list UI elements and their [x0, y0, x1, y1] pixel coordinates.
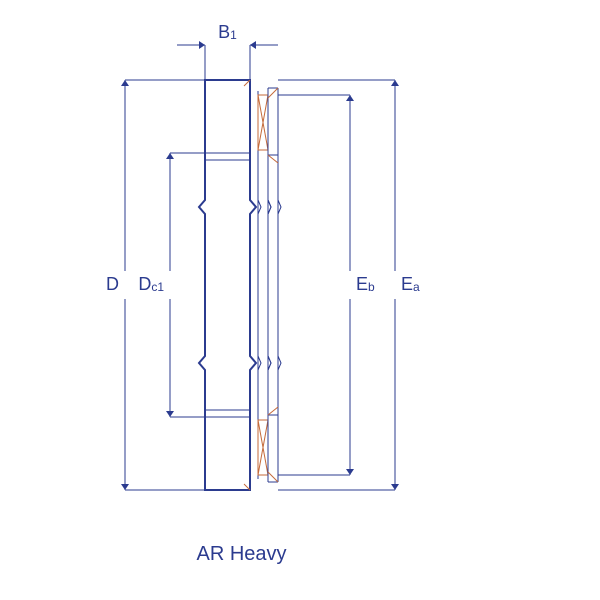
dim-Eb: Eb	[278, 95, 375, 475]
dim-Ea: Ea	[278, 80, 420, 490]
dim-label: D	[106, 274, 119, 294]
dim-label: B1	[218, 22, 237, 42]
bearing-body	[199, 80, 256, 490]
dim-label: Dc1	[138, 274, 164, 294]
dim-B1: B1	[177, 22, 278, 80]
dim-label: Eb	[356, 274, 375, 294]
dim-label: Ea	[401, 274, 420, 294]
roller-assembly	[258, 88, 281, 482]
dim-Dc1: Dc1	[138, 153, 205, 417]
diagram-title: AR Heavy	[196, 543, 286, 565]
